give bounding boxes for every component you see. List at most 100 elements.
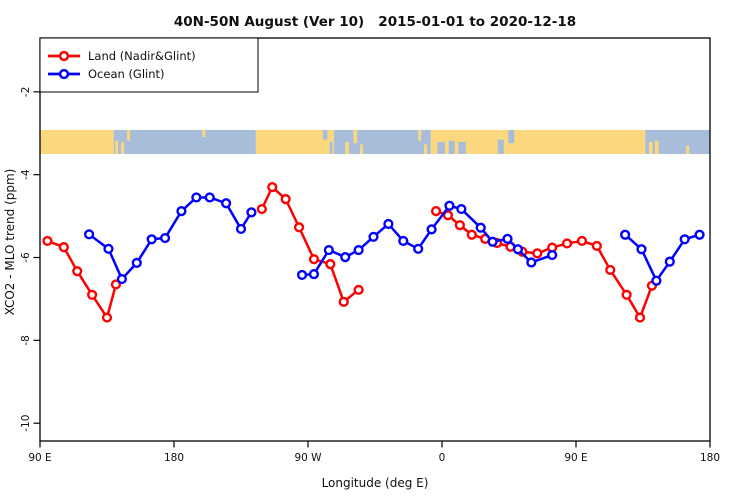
- y-axis-title: XCO2 - MLO trend (ppm): [3, 169, 17, 316]
- map-band-land-segment: [40, 129, 114, 154]
- data-point-ocean: [620, 229, 631, 240]
- y-tick-label-2: -6: [20, 252, 32, 263]
- data-point-land: [325, 259, 336, 270]
- x-tick-label-5: 180: [700, 452, 720, 464]
- data-point-land: [576, 235, 588, 247]
- x-axis-title: Longitude (deg E): [322, 476, 429, 490]
- chart-title: 40N-50N August (Ver 10) 2015-01-01 to 20…: [174, 14, 576, 30]
- data-point-ocean: [116, 273, 127, 285]
- data-point-ocean: [340, 252, 351, 263]
- x-tick-label-0: 90 E: [28, 452, 51, 464]
- map-band-land-segment: [430, 129, 646, 154]
- data-point-land: [308, 254, 320, 265]
- data-point-land: [256, 203, 267, 215]
- map-band-land-patch: [686, 145, 690, 154]
- data-point-ocean: [84, 229, 95, 240]
- data-point-ocean: [368, 231, 379, 242]
- map-band-land-patch: [418, 129, 422, 141]
- data-point-ocean: [176, 206, 187, 217]
- legend-marker: [58, 50, 70, 62]
- legend-label-0: Land (Nadir&Glint): [88, 49, 196, 63]
- data-point-land: [454, 220, 465, 231]
- map-band-land-patch: [115, 140, 119, 154]
- y-tick-label-4: -10: [20, 415, 32, 432]
- legend-label-1: Ocean (Glint): [88, 67, 165, 81]
- data-point-ocean: [679, 234, 690, 245]
- y-tick-label-0: -2: [20, 87, 32, 97]
- data-point-land: [532, 248, 543, 259]
- map-band-ocean-patch: [329, 141, 333, 154]
- series-line-0: [260, 185, 360, 304]
- data-point-land: [280, 194, 291, 205]
- data-point-ocean: [103, 243, 114, 254]
- data-point-ocean: [413, 243, 424, 254]
- series-line-0: [434, 209, 654, 319]
- x-tick-label-4: 90 E: [564, 452, 587, 464]
- data-point-land: [58, 242, 69, 253]
- map-band-land-patch: [202, 129, 206, 138]
- map-band-ocean-patch: [437, 141, 445, 154]
- data-point-ocean: [664, 256, 675, 267]
- data-point-land: [338, 296, 349, 307]
- data-point-land: [110, 279, 122, 290]
- data-point-ocean: [487, 236, 498, 247]
- data-point-land: [72, 266, 83, 277]
- x-tick-label-1: 180: [164, 452, 184, 464]
- data-point-ocean: [456, 203, 467, 215]
- data-point-ocean: [204, 192, 215, 203]
- data-point-ocean: [398, 235, 409, 247]
- map-band-ocean-segment: [113, 129, 256, 154]
- data-point-land: [466, 229, 477, 240]
- data-point-land: [267, 182, 278, 193]
- data-point-land: [561, 238, 573, 249]
- map-band-land-patch: [654, 140, 659, 154]
- map-band-ocean-patch: [448, 140, 455, 154]
- data-point-ocean: [323, 244, 334, 256]
- data-point-land: [87, 289, 98, 300]
- data-point-ocean: [191, 192, 202, 203]
- data-point-ocean: [502, 233, 513, 244]
- data-point-ocean: [131, 257, 142, 269]
- data-point-ocean: [246, 207, 257, 218]
- legend-box: [39, 37, 259, 93]
- series-line-1: [300, 204, 554, 277]
- data-point-ocean: [526, 257, 537, 268]
- map-band-land-patch: [353, 129, 358, 144]
- map-band-land-patch: [424, 144, 428, 154]
- data-point-ocean: [426, 224, 437, 235]
- data-point-land: [605, 264, 616, 276]
- data-point-ocean: [159, 232, 171, 244]
- data-point-ocean: [296, 269, 308, 281]
- map-band-ocean-patch: [322, 129, 328, 140]
- legend-marker: [58, 68, 70, 80]
- map-band-ocean-segment: [334, 129, 431, 154]
- data-point-ocean: [221, 198, 232, 209]
- data-point-ocean: [146, 234, 157, 245]
- x-tick-label-3: 0: [439, 452, 446, 464]
- data-point-land: [591, 240, 602, 252]
- data-point-ocean: [512, 244, 524, 255]
- plot-area: 90 E 180 90 W 0 90 E 180 -2 -4 -6 -8 -10 Land (Nadi…: [20, 37, 720, 464]
- data-point-land: [430, 206, 442, 217]
- data-point-land: [621, 289, 632, 300]
- data-point-ocean: [308, 268, 320, 280]
- map-band-land-patch: [127, 129, 131, 141]
- map-band-ocean-patch: [458, 141, 466, 154]
- map-band-ocean-patch: [497, 139, 504, 154]
- map-band-land-patch: [360, 144, 364, 154]
- data-point-ocean: [444, 200, 455, 211]
- data-point-land: [634, 312, 646, 323]
- data-point-land: [42, 235, 53, 247]
- map-band-land-patch: [648, 141, 653, 154]
- data-point-ocean: [235, 223, 247, 235]
- data-point-ocean: [636, 244, 647, 255]
- data-point-ocean: [353, 244, 364, 256]
- data-point-land: [442, 210, 454, 221]
- y-tick-label-3: -8: [20, 335, 32, 345]
- map-band-land-patch: [121, 141, 125, 154]
- x-tick-label-2: 90 W: [294, 452, 322, 464]
- data-point-ocean: [651, 275, 662, 286]
- plot-border: [39, 37, 711, 442]
